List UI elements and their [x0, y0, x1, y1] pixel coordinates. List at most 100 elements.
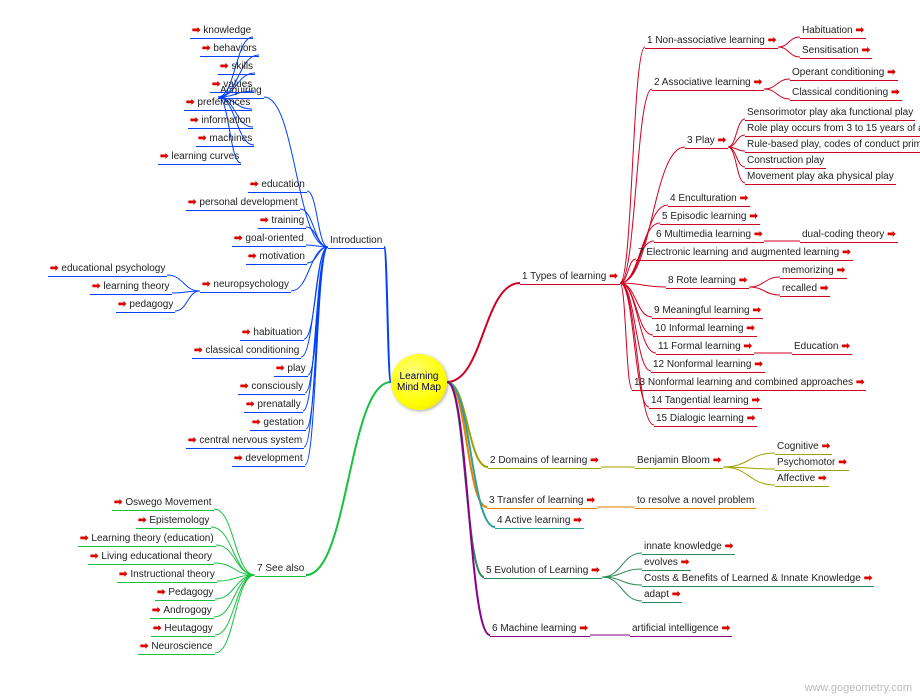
arrow-icon: ➡ [153, 623, 161, 634]
node-label: Affective [777, 473, 815, 484]
mindmap-node: Affective➡ [775, 471, 829, 487]
mindmap-node: Living educational theory➡ [88, 549, 214, 565]
node-label: Construction play [747, 155, 824, 166]
node-label: Oswego Movement [125, 497, 211, 508]
arrow-icon: ➡ [739, 275, 747, 286]
branch-label: 4 Active learning [497, 515, 570, 526]
mindmap-node: Construction play➡ [745, 153, 826, 169]
branch-root: 6 Machine learning➡ [490, 621, 590, 637]
arrow-icon: ➡ [80, 533, 88, 544]
node-label: habituation [253, 327, 302, 338]
arrow-icon: ➡ [842, 247, 850, 258]
branch-label: 1 Types of learning [522, 271, 606, 282]
arrow-icon: ➡ [50, 263, 58, 274]
mindmap-node: educational psychology➡ [48, 261, 167, 277]
mindmap-node: Sensitisation➡ [800, 43, 872, 59]
node-label: 10 Informal learning [655, 323, 743, 334]
mindmap-node: to resolve a novel problem➡ [635, 493, 756, 509]
arrow-icon: ➡ [234, 233, 242, 244]
mindmap-node: Neuroscience➡ [138, 639, 215, 655]
node-label: memorizing [782, 265, 834, 276]
mindmap-node: adapt➡ [642, 587, 682, 603]
branch-root: 3 Transfer of learning➡ [487, 493, 597, 509]
mindmap-node: Classical conditioning➡ [790, 85, 902, 101]
mindmap-node: knowledge➡ [190, 23, 253, 39]
mindmap-node: education➡ [248, 177, 307, 193]
arrow-icon: ➡ [838, 457, 846, 468]
arrow-icon: ➡ [672, 589, 680, 600]
mindmap-node: innate knowledge➡ [642, 539, 735, 555]
branch-label: 5 Evolution of Learning [486, 565, 588, 576]
node-label: 2 Associative learning [654, 77, 751, 88]
node-label: education [261, 179, 304, 190]
mindmap-node: Instructional theory➡ [117, 567, 217, 583]
node-label: consciously [251, 381, 303, 392]
arrow-icon: ➡ [591, 565, 599, 576]
mindmap-node: 13 Nonformal learning and combined appro… [632, 375, 866, 391]
branch-label: Introduction [330, 235, 382, 246]
mindmap-node: machines➡ [196, 131, 254, 147]
arrow-icon: ➡ [856, 25, 864, 36]
mindmap-node: habituation➡ [240, 325, 304, 341]
arrow-icon: ➡ [92, 281, 100, 292]
arrow-icon: ➡ [750, 211, 758, 222]
branch-root: Introduction➡ [328, 233, 384, 249]
mindmap-node: Rule-based play, codes of conduct primar… [745, 137, 920, 153]
arrow-icon: ➡ [250, 179, 258, 190]
mindmap-node: dual-coding theory➡ [800, 227, 898, 243]
mindmap-canvas: LearningMind Map1 Types of learning➡1 No… [0, 0, 920, 700]
arrow-icon: ➡ [754, 229, 762, 240]
mindmap-node: information➡ [188, 113, 253, 129]
arrow-icon: ➡ [856, 377, 864, 388]
mindmap-node: Habituation➡ [800, 23, 866, 39]
mindmap-node: 12 Nonformal learning➡ [651, 357, 765, 373]
mindmap-node: 11 Formal learning➡ [656, 339, 754, 355]
arrow-icon: ➡ [248, 251, 256, 262]
arrow-icon: ➡ [740, 193, 748, 204]
node-label: recalled [782, 283, 817, 294]
node-label: Cognitive [777, 441, 819, 452]
arrow-icon: ➡ [891, 87, 899, 98]
node-label: 12 Nonformal learning [653, 359, 751, 370]
node-label: Pedagogy [168, 587, 213, 598]
mindmap-node: Operant conditioning➡ [790, 65, 898, 81]
arrow-icon: ➡ [754, 77, 762, 88]
mindmap-node: recalled➡ [780, 281, 830, 297]
mindmap-node: memorizing➡ [780, 263, 847, 279]
mindmap-node: pedagogy➡ [116, 297, 175, 313]
arrow-icon: ➡ [160, 151, 168, 162]
node-label: 8 Rote learning [668, 275, 736, 286]
arrow-icon: ➡ [862, 45, 870, 56]
arrow-icon: ➡ [220, 61, 228, 72]
arrow-icon: ➡ [188, 435, 196, 446]
mindmap-node: 6 Multimedia learning➡ [654, 227, 764, 243]
mindmap-node: preferences➡ [184, 95, 252, 111]
node-label: Psychomotor [777, 457, 835, 468]
arrow-icon: ➡ [573, 515, 581, 526]
arrow-icon: ➡ [140, 641, 148, 652]
mindmap-node: 5 Episodic learning➡ [660, 209, 760, 225]
arrow-icon: ➡ [754, 359, 762, 370]
node-label: goal-oriented [245, 233, 303, 244]
mindmap-node: consciously➡ [238, 379, 305, 395]
branch-label: 2 Domains of learning [490, 455, 587, 466]
center-label: LearningMind Map [397, 371, 441, 393]
node-label: pedagogy [129, 299, 173, 310]
arrow-icon: ➡ [212, 79, 220, 90]
mindmap-node: neuropsychology➡ [200, 277, 291, 293]
node-label: innate knowledge [644, 541, 722, 552]
node-label: Epistemology [149, 515, 209, 526]
mindmap-node: Role play occurs from 3 to 15 years of a… [745, 121, 920, 137]
arrow-icon: ➡ [752, 395, 760, 406]
node-label: Sensitisation [802, 45, 859, 56]
node-label: training [271, 215, 304, 226]
mindmap-node: 10 Informal learning➡ [653, 321, 757, 337]
arrow-icon: ➡ [590, 455, 598, 466]
node-label: Living educational theory [101, 551, 212, 562]
node-label: Role play occurs from 3 to 15 years of a… [747, 123, 920, 134]
mindmap-node: 7 Electronic learning and augmented lear… [636, 245, 853, 261]
branch-root: 2 Domains of learning➡ [488, 453, 601, 469]
node-label: neuropsychology [213, 279, 289, 290]
node-label: artificial intelligence [632, 623, 719, 634]
mindmap-node: Learning theory (education)➡ [78, 531, 216, 547]
